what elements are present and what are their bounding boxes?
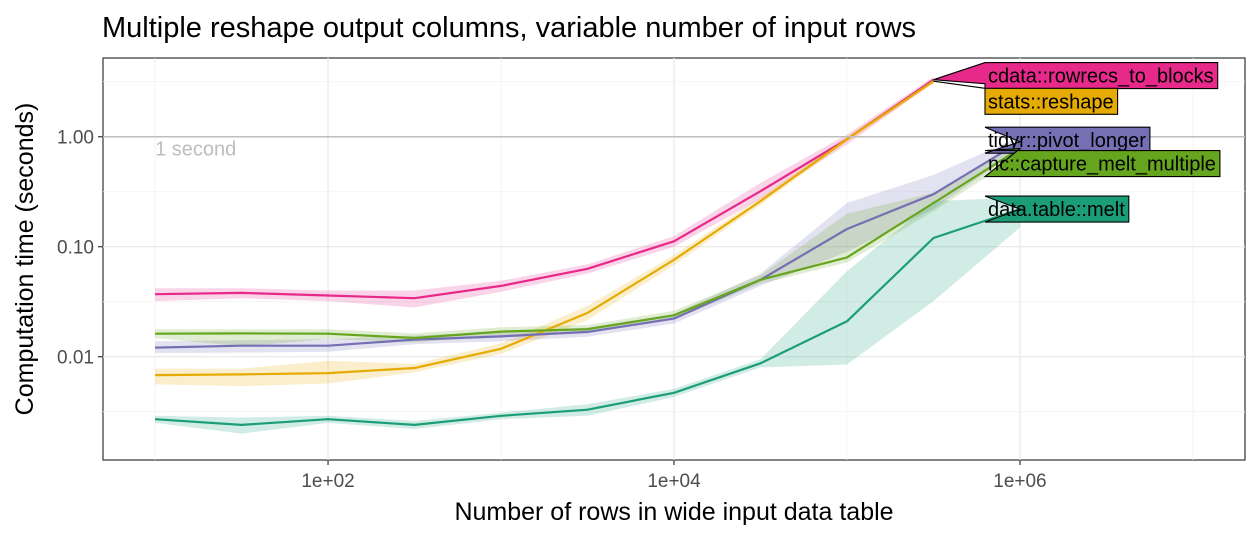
direct-label-3: nc::capture_melt_multiple — [983, 147, 1221, 178]
direct-label-text: cdata::rowrecs_to_blocks — [988, 66, 1214, 88]
direct-label-box — [983, 147, 1221, 178]
direct-label-0: cdata::rowrecs_to_blocks — [933, 62, 1219, 90]
ribbon-series-1 — [155, 79, 934, 387]
x-tick-label: 1e+02 — [301, 471, 354, 492]
axis-ticks: 1e+02 1e+04 1e+06 0.01 0.10 1.00 — [57, 128, 1047, 492]
line-series-0 — [155, 78, 935, 300]
direct-label-1: stats::reshape — [933, 80, 1119, 115]
y-tick-label: 0.10 — [57, 238, 94, 259]
direct-labels: cdata::rowrecs_to_blocksstats::reshapeti… — [933, 62, 1221, 223]
series-lines — [155, 78, 1021, 426]
reference-line-label: 1 second — [155, 139, 236, 161]
y-tick-label: 0.01 — [57, 348, 94, 369]
chart-title: Multiple reshape output columns, variabl… — [102, 12, 916, 44]
direct-label-text: stats::reshape — [988, 91, 1114, 113]
direct-label-box — [933, 62, 1219, 90]
direct-label-box — [984, 195, 1130, 223]
direct-label-box — [984, 126, 1151, 154]
direct-label-text: tidyr::pivot_longer — [988, 130, 1146, 152]
y-tick-label: 1.00 — [57, 128, 94, 149]
ribbon-series-3 — [155, 142, 1021, 347]
direct-label-box — [933, 80, 1119, 115]
ribbons — [155, 76, 1021, 434]
direct-label-4: data.table::melt — [984, 195, 1130, 223]
direct-label-text: nc::capture_melt_multiple — [988, 154, 1216, 176]
line-series-3 — [155, 147, 1021, 340]
direct-label-2: tidyr::pivot_longer — [984, 126, 1151, 154]
x-axis-title: Number of rows in wide input data table — [454, 498, 893, 526]
y-axis-title: Computation time (seconds) — [11, 103, 39, 416]
ribbon-series-2 — [155, 136, 1021, 353]
direct-label-text: data.table::melt — [988, 199, 1125, 221]
line-series-4 — [155, 208, 1021, 426]
line-series-2 — [155, 140, 1021, 349]
ribbon-series-4 — [155, 197, 1021, 434]
x-tick-label: 1e+06 — [993, 471, 1046, 492]
x-tick-label: 1e+04 — [647, 471, 701, 492]
